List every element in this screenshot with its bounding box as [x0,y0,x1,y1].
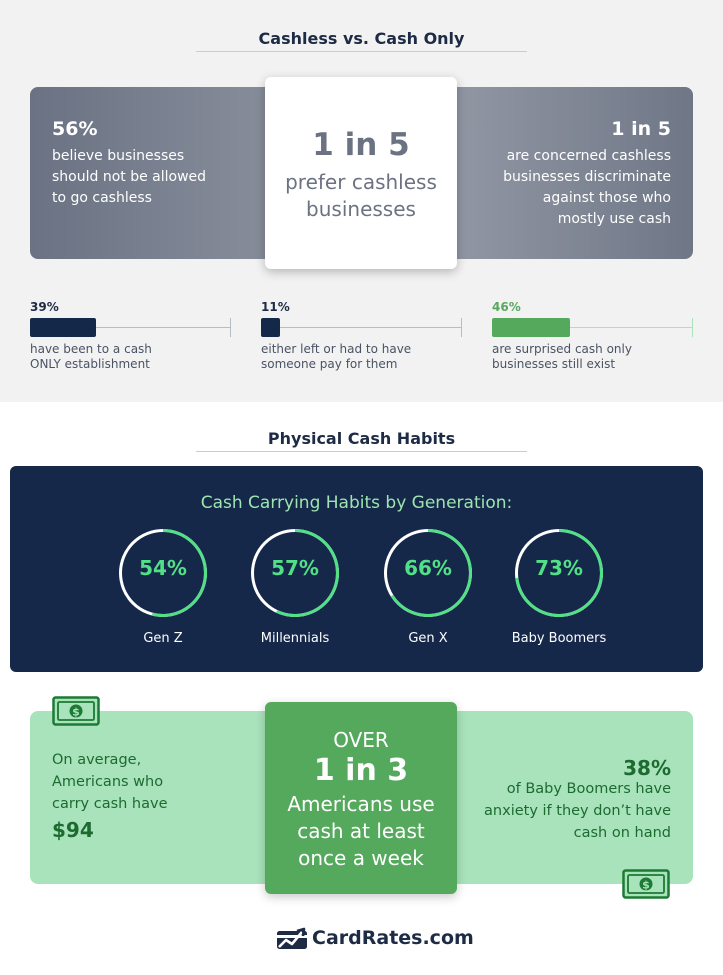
progress-bar [492,318,693,338]
svg-text:$: $ [642,879,650,892]
divider [196,451,527,452]
cardrates-chart-logo-icon [277,927,307,949]
gauge-percent: 57% [271,556,319,580]
weekly-cash-over: OVER [333,728,389,752]
stat-label-line: have been to a cash [30,342,152,356]
stat-left-or-paid: 11% either left or had to have someone p… [261,300,462,372]
stat-cash-only-visited: 39% have been to a cash ONLY establishme… [30,300,231,372]
progress-end-tick [692,318,693,337]
ring-gauge-icon [515,529,603,617]
gauge-arc [251,529,339,617]
boomer-anxiety-line: anxiety if they don’t have [484,803,671,819]
generation-panel-title: Cash Carrying Habits by Generation: [200,493,513,513]
weekly-cash-value: 1 in 3 [313,753,409,788]
divider [196,51,527,52]
stat-surprised: 46% are surprised cash only businesses s… [492,300,693,372]
left-stat-text: believe businesses should not be allowed… [52,146,206,209]
center-stat-line: businesses [306,197,416,221]
center-stat-value: 1 in 5 [312,127,410,163]
stat-label: have been to a cash ONLY establishment [30,342,231,372]
gauge-percent: 54% [139,556,187,580]
gauge-gen-x: 66% Gen X [383,528,473,646]
ring-gauge-icon [251,529,339,617]
gauge-label: Millennials [260,631,330,646]
left-stat-line: to go cashless [52,190,152,206]
progress-track [261,327,462,328]
weekly-cash-line: Americans use [287,792,435,816]
progress-end-tick [461,318,462,337]
gauge-arc [515,529,603,617]
right-stat-line: mostly use cash [557,211,671,227]
stat-label-line: either left or had to have [261,342,412,356]
center-stat-text: prefer cashless businesses [265,169,457,223]
right-stat-line: against those who [542,190,671,206]
stat-label-line: are surprised cash only [492,342,632,356]
stat-percent: 11% [261,300,290,314]
stat-percent: 46% [492,300,521,314]
gauge-arc [384,529,472,617]
boomer-anxiety-text: of Baby Boomers have anxiety if they don… [484,778,671,844]
svg-text:$: $ [72,706,80,719]
boomer-anxiety-line: of Baby Boomers have [506,781,671,797]
center-stat-line: prefer cashless [285,170,437,194]
gauge-millennials: 57% Millennials [250,528,340,646]
average-cash-line: carry cash have [52,796,168,812]
progress-end-tick [230,318,231,337]
section-title-cash-habits: Physical Cash Habits [267,429,456,448]
generation-panel: Cash Carrying Habits by Generation: 54% … [10,466,703,672]
gauge-percent: 66% [404,556,452,580]
progress-bar [261,318,462,338]
right-stat-line: businesses discriminate [503,169,671,185]
cash-bill-icon: $ [52,696,100,726]
average-cash-line: Americans who [52,774,164,790]
section-title-cashless: Cashless vs. Cash Only [258,29,465,48]
average-cash-line: On average, [52,752,142,768]
stat-percent: 39% [30,300,59,314]
stat-label-line: ONLY establishment [30,357,150,371]
stat-label: either left or had to have someone pay f… [261,342,462,372]
center-stat-card: 1 in 5 prefer cashless businesses [265,77,457,269]
cash-bill-icon: $ [622,869,670,899]
weekly-cash-card: OVER 1 in 3 Americans use cash at least … [265,702,457,894]
progress-track [492,327,693,328]
progress-fill [30,318,97,337]
gauge-label: Gen X [408,631,448,646]
gauge-percent: 73% [535,556,583,580]
stat-label-line: someone pay for them [261,357,398,371]
left-stat-line: believe businesses [52,148,185,164]
left-stat-value: 56% [52,118,98,140]
gauge-label: Baby Boomers [511,631,607,646]
progress-track [30,327,231,328]
right-stat-value: 1 in 5 [611,118,671,140]
weekly-cash-line: cash at least [297,819,425,843]
logo-text: CardRates.com [312,927,474,949]
gauge-label: Gen Z [143,631,183,646]
right-stat-text: are concerned cashless businesses discri… [503,146,671,230]
weekly-cash-text: Americans use cash at least once a week [265,791,457,872]
boomer-anxiety-line: cash on hand [573,825,671,841]
gauge-baby-boomers: 73% Baby Boomers [512,528,606,646]
ring-gauge-icon [384,529,472,617]
left-stat-line: should not be allowed [52,169,207,185]
progress-fill [261,318,280,337]
boomer-anxiety-value: 38% [623,756,671,780]
progress-fill [492,318,571,337]
progress-bar [30,318,231,338]
right-stat-line: are concerned cashless [506,148,671,164]
average-cash-value: $94 [52,818,94,842]
average-cash-text: On average, Americans who carry cash hav… [52,749,168,815]
gauge-gen-z: 54% Gen Z [118,528,208,646]
stat-label: are surprised cash only businesses still… [492,342,693,372]
ring-gauge-icon [119,529,207,617]
weekly-cash-line: once a week [298,846,424,870]
stat-label-line: businesses still exist [492,357,616,371]
gauge-arc [119,529,207,617]
